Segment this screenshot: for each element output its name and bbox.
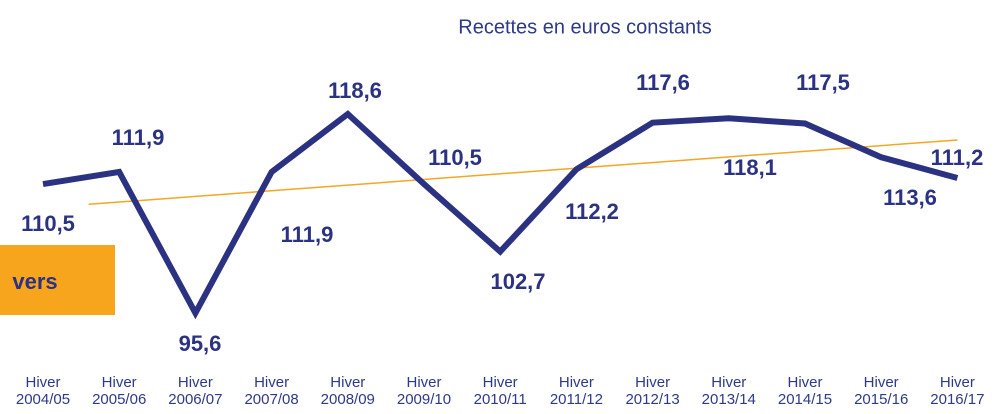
x-tick-label: Hiver 2011/12 [549, 374, 603, 408]
data-label: 111,2 [931, 145, 984, 170]
annotation-box [0, 245, 115, 315]
annotation: vers [12, 269, 57, 294]
x-tick-label: Hiver 2008/09 [320, 374, 375, 408]
data-label: 118,1 [723, 155, 777, 180]
x-tick-label: Hiver 2015/16 [854, 374, 909, 408]
x-tick-label: Hiver 2012/13 [625, 374, 680, 408]
x-tick-label: Hiver 2013/14 [701, 374, 756, 408]
data-label: 110,5 [428, 145, 482, 170]
x-tick-label: Hiver 2016/17 [930, 374, 985, 408]
x-tick-label: Hiver 2006/07 [168, 374, 223, 408]
data-label: 113,6 [883, 185, 937, 210]
data-line [42, 110, 959, 320]
data-label: 117,5 [796, 70, 850, 95]
x-tick-label: Hiver 2014/15 [777, 374, 833, 408]
data-label: 110,5 [21, 211, 75, 236]
trend-line [88, 139, 958, 206]
data-label: 111,9 [281, 222, 334, 247]
chart-title: Recettes en euros constants [458, 16, 711, 38]
data-label: 117,6 [636, 70, 690, 95]
x-tick-label: Hiver 2007/08 [244, 374, 299, 408]
x-tick-label: Hiver 2004/05 [15, 374, 71, 408]
data-label: 112,2 [565, 199, 619, 224]
data-label: 111,9 [112, 125, 165, 150]
x-tick-label: Hiver 2009/10 [396, 374, 452, 408]
x-tick-label: Hiver 2005/06 [92, 374, 147, 408]
data-label: 118,6 [328, 78, 382, 103]
data-label: 102,7 [490, 269, 545, 294]
x-tick-label: Hiver 2010/11 [473, 374, 527, 408]
data-label: 95,6 [179, 331, 222, 356]
